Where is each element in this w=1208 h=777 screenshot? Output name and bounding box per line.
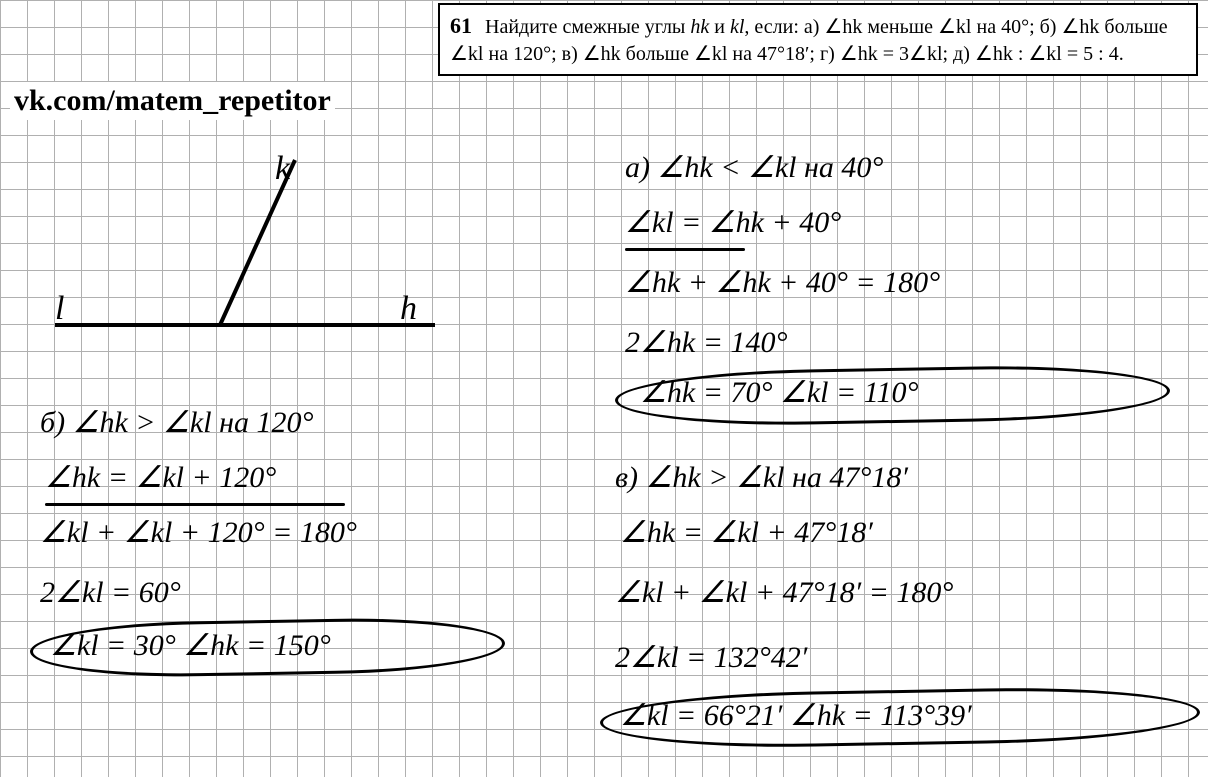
underline-b	[45, 503, 345, 506]
work-v-line4: 2∠kl = 132°42′	[615, 640, 807, 675]
problem-lead: Найдите смежные углы	[485, 16, 690, 38]
problem-box: 61 Найдите смежные углы hk и kl, если: а…	[438, 3, 1198, 76]
label-k: k	[275, 150, 290, 188]
work-b-line2: ∠hk = ∠kl + 120°	[45, 460, 276, 495]
label-h: h	[400, 290, 417, 328]
work-v-line1: в) ∠hk > ∠kl на 47°18′	[615, 460, 908, 495]
work-a-answer: ∠hk = 70° ∠kl = 110°	[640, 375, 919, 410]
problem-kl: kl	[730, 16, 744, 38]
work-a-line1: а) ∠hk < ∠kl на 40°	[625, 150, 883, 185]
work-v-answer: ∠kl = 66°21′ ∠hk = 113°39′	[620, 698, 972, 733]
work-b-line3: ∠kl + ∠kl + 120° = 180°	[40, 515, 357, 550]
work-a-line3: ∠hk + ∠hk + 40° = 180°	[625, 265, 940, 300]
problem-hk: hk	[690, 16, 709, 38]
work-a-line4: 2∠hk = 140°	[625, 325, 787, 360]
problem-text: Найдите смежные углы hk и kl, если: а) ∠…	[450, 16, 1168, 65]
work-v-line3: ∠kl + ∠kl + 47°18′ = 180°	[615, 575, 953, 610]
underline-a	[625, 248, 745, 251]
problem-and: и	[709, 16, 730, 38]
work-v-line2: ∠hk = ∠kl + 47°18′	[620, 515, 873, 550]
angle-diagram	[0, 0, 500, 400]
work-b-line1: б) ∠hk > ∠kl на 120°	[40, 405, 313, 440]
label-l: l	[55, 290, 64, 328]
work-b-line4: 2∠kl = 60°	[40, 575, 181, 610]
work-a-line2: ∠kl = ∠hk + 40°	[625, 205, 841, 240]
work-b-answer: ∠kl = 30° ∠hk = 150°	[50, 628, 331, 663]
